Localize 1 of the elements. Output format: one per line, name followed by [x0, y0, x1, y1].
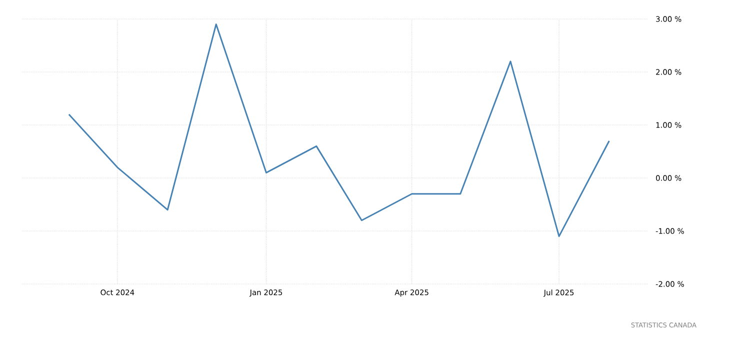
line-series: [68, 24, 610, 238]
